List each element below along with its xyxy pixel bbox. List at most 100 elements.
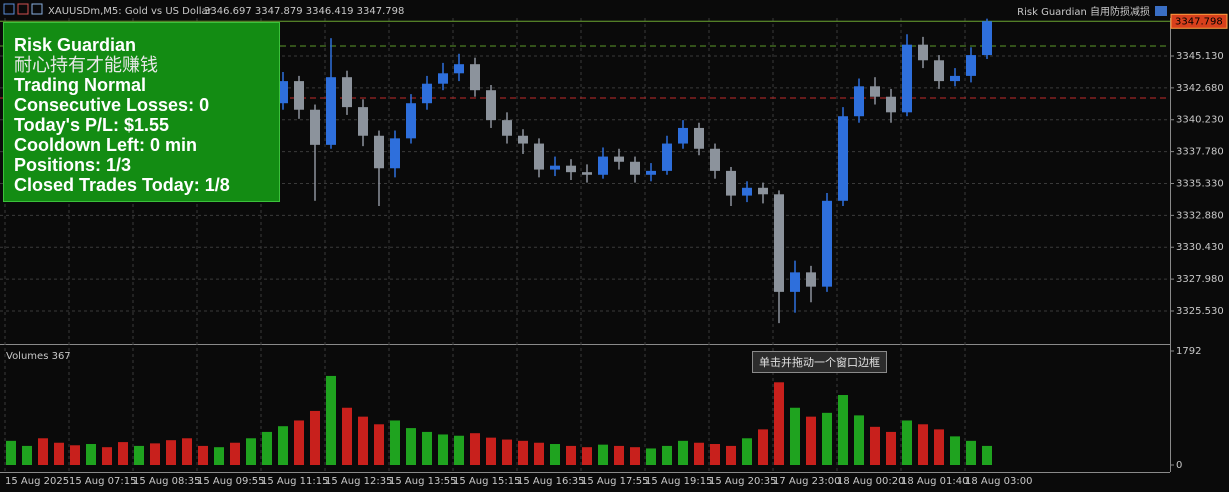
- volume-bar: [806, 416, 816, 465]
- volume-bar: [614, 445, 624, 465]
- candle-body: [406, 103, 416, 139]
- volume-title: Volumes 367: [6, 351, 71, 362]
- risk-panel: Risk Guardian 耐心持有才能赚钱 Trading Normal Co…: [3, 22, 280, 202]
- candle-body: [422, 83, 432, 104]
- x-tick-label: 15 Aug 16:35: [517, 476, 584, 487]
- volume-bar: [662, 445, 672, 465]
- volume-bar: [582, 447, 592, 465]
- candle-body: [950, 75, 960, 82]
- candle-body: [822, 200, 832, 287]
- volume-bar: [326, 375, 336, 465]
- candle-body: [326, 77, 336, 145]
- volume-bar: [918, 424, 928, 465]
- candle-body: [518, 135, 528, 144]
- volume-bar: [6, 440, 16, 465]
- candle-body: [278, 81, 288, 104]
- volume-bar: [22, 445, 32, 465]
- volume-bar: [198, 445, 208, 465]
- volume-bar: [102, 447, 112, 465]
- volume-bar: [294, 420, 304, 465]
- last-price-label: 3347.798: [1175, 16, 1223, 27]
- panel-status: Trading Normal: [14, 75, 147, 95]
- candle-body: [694, 127, 704, 149]
- x-tick-label: 18 Aug 03:00: [965, 476, 1032, 487]
- candle-body: [790, 272, 800, 292]
- volume-bar: [950, 436, 960, 465]
- x-tick-label: 15 Aug 09:55: [197, 476, 264, 487]
- volume-bar: [374, 424, 384, 465]
- volume-bar: [774, 382, 784, 465]
- volume-bar: [406, 428, 416, 465]
- x-tick-label: 15 Aug 11:15: [261, 476, 328, 487]
- panel-line: Consecutive Losses: 0: [14, 95, 210, 115]
- x-tick-label: 15 Aug 2025: [5, 476, 69, 487]
- x-tick-label: 15 Aug 13:55: [389, 476, 456, 487]
- y-tick-label: 3342.680: [1176, 83, 1224, 94]
- volume-bar: [310, 410, 320, 465]
- candle-body: [454, 64, 464, 74]
- y-tick-label: 3335.330: [1176, 178, 1224, 189]
- candle-body: [806, 272, 816, 287]
- symbol: XAUUSDm,M5: Gold vs US Dollar: [48, 6, 213, 17]
- volume-bar: [678, 440, 688, 465]
- volume-bar: [390, 420, 400, 465]
- candle-body: [710, 148, 720, 171]
- volume-bar: [982, 445, 992, 465]
- volume-bar: [422, 431, 432, 465]
- volume-bar: [214, 447, 224, 465]
- volume-bar: [486, 437, 496, 465]
- volume-bar: [182, 438, 192, 465]
- volume-bar: [566, 445, 576, 465]
- x-tick-label: 17 Aug 23:00: [773, 476, 840, 487]
- y-tick-label: 3327.980: [1176, 274, 1224, 285]
- panel-line: Cooldown Left: 0 min: [14, 135, 197, 155]
- candle-body: [678, 127, 688, 144]
- candle-body: [662, 143, 672, 171]
- candle-body: [310, 109, 320, 145]
- candle-body: [918, 44, 928, 61]
- menu-icon[interactable]: [17, 3, 29, 15]
- candle-body: [438, 73, 448, 84]
- volume-bar: [358, 416, 368, 465]
- candle-body: [342, 77, 352, 108]
- panel-line: Today's P/L: $1.55: [14, 115, 170, 135]
- volume-bar: [438, 434, 448, 465]
- candle-body: [838, 116, 848, 201]
- volume-bar: [550, 444, 560, 465]
- volume-bar: [966, 440, 976, 465]
- candle-body: [582, 172, 592, 175]
- candle-body: [774, 194, 784, 292]
- x-tick-label: 18 Aug 00:20: [837, 476, 904, 487]
- candle-body: [934, 60, 944, 82]
- volume-bar: [838, 395, 848, 465]
- menu-icon[interactable]: [3, 3, 15, 15]
- panel-line: Positions: 1/3: [14, 155, 132, 175]
- volume-bar: [630, 447, 640, 465]
- y-tick-label: 1792: [1176, 346, 1201, 357]
- volume-bar: [262, 431, 272, 465]
- menu-icon[interactable]: [31, 3, 43, 15]
- candle-body: [502, 120, 512, 136]
- volume-bar: [742, 438, 752, 465]
- indicator-icon[interactable]: [1155, 6, 1167, 16]
- volume-bar: [934, 429, 944, 465]
- candle-body: [646, 170, 656, 175]
- volume-bar: [70, 445, 80, 465]
- y-tick-label: 3332.880: [1176, 210, 1224, 221]
- y-tick-label: 3345.130: [1176, 51, 1224, 62]
- candle-body: [374, 135, 384, 169]
- y-tick-label: 3330.430: [1176, 242, 1224, 253]
- candle-body: [358, 107, 368, 136]
- x-tick-label: 15 Aug 20:35: [709, 476, 776, 487]
- volume-bar: [54, 442, 64, 465]
- volume-bar: [790, 407, 800, 465]
- x-tick-label: 15 Aug 12:35: [325, 476, 392, 487]
- candle-body: [726, 170, 736, 196]
- volume-bar: [710, 444, 720, 465]
- volume-bar: [134, 445, 144, 465]
- candle-body: [630, 161, 640, 175]
- panel-motto: 耐心持有才能赚钱: [14, 55, 158, 75]
- volume-bar: [502, 439, 512, 465]
- volume-bar: [246, 438, 256, 465]
